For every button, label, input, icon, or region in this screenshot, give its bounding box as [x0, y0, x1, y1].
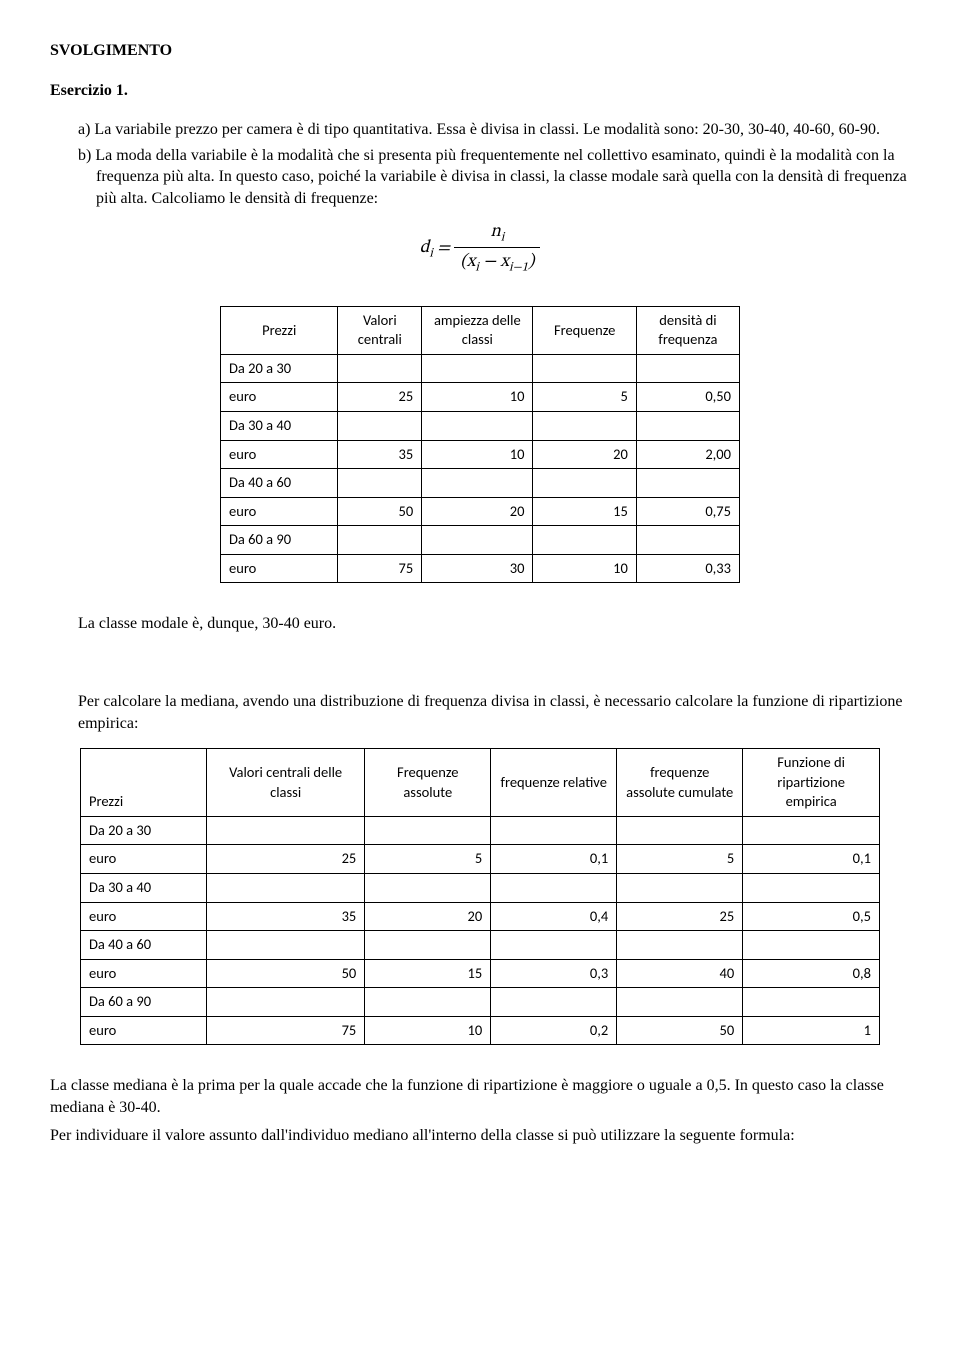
heading-svolgimento: SVOLGIMENTO: [50, 40, 910, 62]
th-densita: densità di frequenza: [636, 306, 739, 354]
table-header-row: Prezzi Valori centrali delle classi Freq…: [81, 749, 880, 817]
th-ripartizione: Funzione di ripartizione empirica: [743, 749, 880, 817]
paragraph-median-class: La classe mediana è la prima per la qual…: [50, 1075, 910, 1118]
table-row: euro50150,3400,8: [81, 959, 880, 988]
th-valori: Valori centrali delle classi: [206, 749, 364, 817]
th-freq-relative: frequenze relative: [491, 749, 617, 817]
th-freq-assolute: Frequenze assolute: [365, 749, 491, 817]
paragraph-modal-class: La classe modale è, dunque, 30-40 euro.: [78, 613, 910, 635]
formula-fraction: ni (xi − xi−1): [454, 220, 540, 276]
th-prezzi: Prezzi: [81, 749, 207, 817]
paragraph-median-intro: Per calcolare la mediana, avendo una dis…: [78, 691, 910, 734]
table-ripartizione: Prezzi Valori centrali delle classi Freq…: [80, 748, 880, 1045]
heading-esercizio: Esercizio 1.: [50, 80, 910, 102]
table-row: Da 60 a 90: [221, 526, 740, 555]
table-header-row: Prezzi Valori centrali ampiezza delle cl…: [221, 306, 740, 354]
table-row: euro2550,150,1: [81, 845, 880, 874]
formula-lhs: di: [420, 239, 433, 257]
th-ampiezza: ampiezza delle classi: [422, 306, 533, 354]
table-row: euro7530100,33: [221, 554, 740, 583]
table-row: Da 20 a 30: [81, 816, 880, 845]
table-row: Da 30 a 40: [221, 412, 740, 441]
table-row: euro3510202,00: [221, 440, 740, 469]
table-row: euro75100,2501: [81, 1016, 880, 1045]
formula-density: di = ni (xi − xi−1): [50, 220, 910, 276]
table-row: euro5020150,75: [221, 497, 740, 526]
paragraph-a: a) La variabile prezzo per camera è di t…: [78, 119, 910, 141]
table-row: Da 20 a 30: [221, 354, 740, 383]
table-row: euro251050,50: [221, 383, 740, 412]
table-row: Da 60 a 90: [81, 988, 880, 1017]
paragraph-individual: Per individuare il valore assunto dall'i…: [50, 1125, 910, 1147]
th-prezzi: Prezzi: [221, 306, 338, 354]
table-row: Da 30 a 40: [81, 873, 880, 902]
th-frequenze: Frequenze: [533, 306, 636, 354]
th-cumulate: frequenze assolute cumulate: [617, 749, 743, 817]
table-density: Prezzi Valori centrali ampiezza delle cl…: [220, 306, 740, 584]
table-row: euro35200,4250,5: [81, 902, 880, 931]
table-row: Da 40 a 60: [221, 469, 740, 498]
th-valori: Valori centrali: [338, 306, 422, 354]
table-row: Da 40 a 60: [81, 931, 880, 960]
paragraph-b: b) La moda della variabile è la modalità…: [78, 145, 910, 210]
